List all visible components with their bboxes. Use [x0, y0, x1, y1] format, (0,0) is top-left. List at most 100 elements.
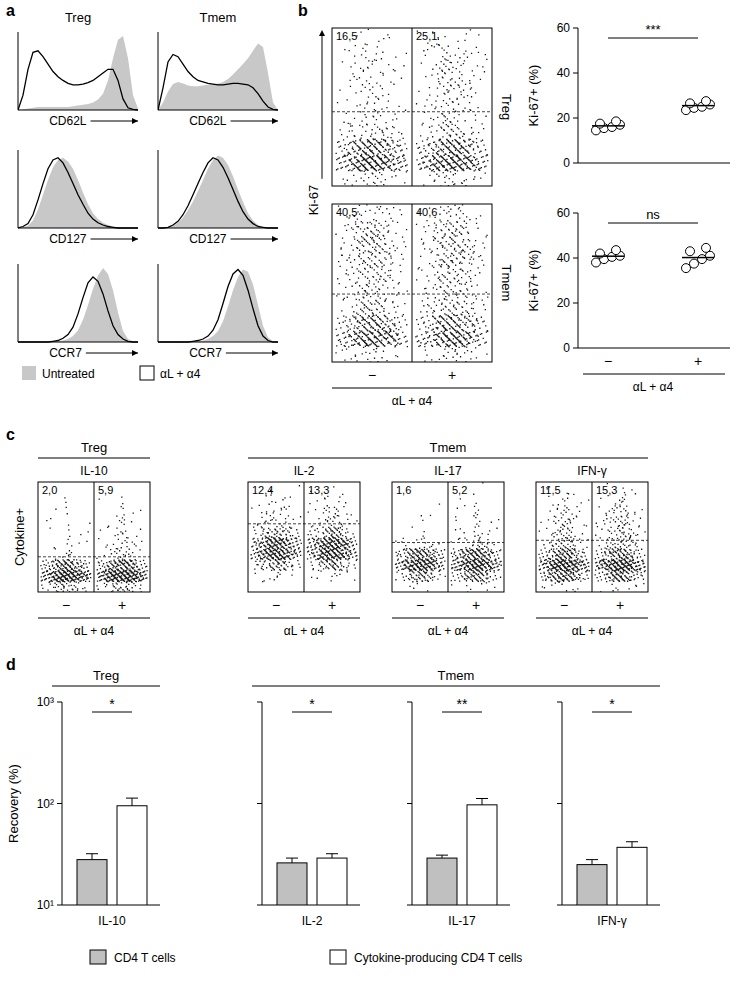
error-line	[632, 842, 633, 848]
column-title: Tmem	[200, 10, 237, 25]
plot-area	[277, 854, 347, 905]
plot-frame	[332, 204, 492, 362]
group-line	[252, 686, 660, 687]
error-cap	[126, 798, 138, 799]
plot-title: IL-10	[80, 464, 108, 478]
dot-density	[595, 559, 646, 571]
tick	[573, 73, 578, 74]
dot-density	[308, 505, 352, 516]
axis-line	[158, 264, 159, 342]
dot-density	[343, 170, 407, 186]
dot-density	[419, 252, 485, 269]
mean-line	[682, 257, 714, 259]
significance: ***	[645, 22, 660, 37]
error-bar	[586, 860, 598, 865]
axis-line	[158, 110, 278, 111]
point	[682, 264, 691, 273]
plot-area	[577, 842, 647, 905]
half-divider	[412, 28, 413, 186]
dot-density	[335, 346, 398, 362]
bar	[277, 863, 307, 905]
dot-density	[595, 548, 646, 560]
tick	[57, 905, 62, 906]
category-label: +	[448, 367, 456, 383]
tick	[573, 163, 578, 164]
tick-label: 40	[557, 251, 571, 265]
category-label: −	[604, 353, 612, 369]
axis-label: Ki-67+ (%)	[526, 65, 541, 127]
dot-density	[336, 330, 408, 347]
dot-density	[96, 581, 142, 592]
bar	[467, 805, 497, 905]
dot-density	[50, 527, 89, 537]
dot-density	[451, 559, 502, 571]
dot-density	[307, 537, 358, 549]
category-label: IFN-γ	[597, 914, 626, 928]
plot-area	[335, 204, 488, 362]
arrowhead	[272, 350, 278, 356]
axis-arrow	[91, 121, 138, 122]
mean-line	[592, 255, 624, 257]
plot-area	[538, 483, 645, 592]
axis-label: Ki-67+ (%)	[526, 250, 541, 312]
tick	[257, 702, 262, 703]
category-line	[332, 388, 492, 389]
dot-density	[98, 537, 142, 549]
significance: *	[609, 696, 615, 712]
dot-density	[41, 570, 92, 582]
significance: *	[309, 696, 315, 712]
tick-label: 20	[557, 111, 571, 125]
dot-density	[421, 515, 424, 521]
histogram-area	[18, 158, 138, 228]
category-label: IL-10	[98, 914, 126, 928]
dot-density	[108, 515, 132, 526]
gate-label: 5,9	[98, 484, 113, 496]
axis-line	[578, 163, 730, 164]
tick	[57, 702, 62, 703]
dot-density	[421, 60, 485, 76]
dot-density	[451, 538, 495, 550]
histogram-area	[158, 156, 278, 229]
tick	[557, 905, 562, 906]
dot-density	[422, 107, 486, 124]
bar	[427, 858, 457, 905]
legend-label: αL + α4	[160, 367, 201, 381]
dot-density	[251, 505, 290, 517]
plot-title: IL-17	[434, 464, 462, 478]
dot-density	[543, 537, 588, 549]
category-label: −	[62, 597, 70, 613]
dot-density	[55, 507, 68, 515]
error-bar	[626, 842, 638, 848]
category-label: +	[118, 597, 126, 613]
legend-swatch	[22, 366, 36, 380]
legend-label: CD4 T cells	[114, 951, 176, 965]
axis-label: αL + α4	[74, 624, 115, 638]
dot-density	[420, 123, 484, 140]
dot-density	[539, 559, 590, 571]
tick	[257, 905, 262, 906]
tick	[557, 702, 562, 703]
point	[612, 246, 621, 255]
axis-arrow	[322, 34, 323, 179]
panel-letter: d	[6, 656, 16, 673]
tick-label: 0	[563, 341, 570, 355]
group-title: Tmem	[430, 440, 467, 455]
category-line	[536, 618, 648, 619]
plot-area	[158, 156, 278, 229]
plot-area	[18, 158, 138, 228]
legend-swatch	[330, 950, 346, 964]
error-cap	[326, 853, 338, 854]
dot-density	[416, 220, 488, 237]
tick-label: 40	[557, 66, 571, 80]
axis-label: αL + α4	[284, 624, 325, 638]
tick	[407, 702, 412, 703]
dot-density	[550, 504, 581, 515]
plot-area	[427, 799, 497, 905]
point	[702, 97, 711, 106]
axis-arrow	[231, 239, 278, 240]
axis-line	[158, 150, 159, 228]
error-line	[292, 858, 293, 863]
dot-density	[457, 505, 479, 515]
plot-frame	[248, 482, 360, 592]
gate-label: 13,3	[308, 484, 329, 496]
